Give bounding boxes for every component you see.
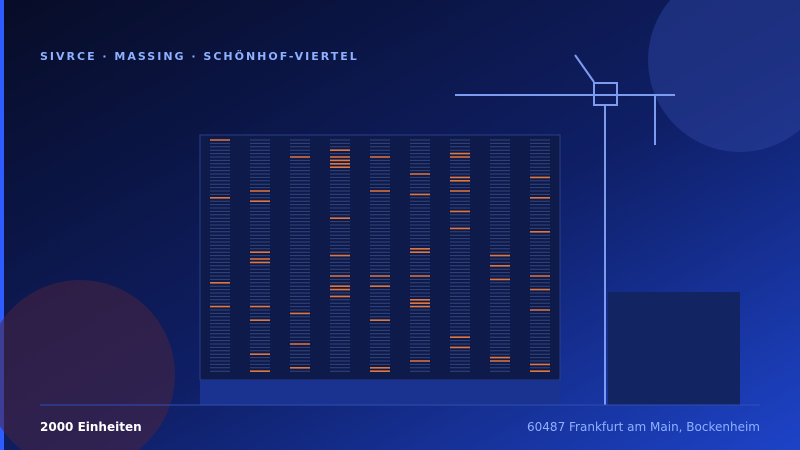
crane-cab (593, 82, 618, 106)
crane (455, 54, 675, 405)
building-body (199, 134, 561, 381)
decor-circle (0, 280, 175, 450)
accent-stripe (0, 0, 4, 450)
crane-brace (574, 54, 595, 83)
address: 60487 Frankfurt am Main, Bockenheim (527, 420, 760, 434)
units-label: 2000 Einheiten (40, 420, 142, 434)
building (199, 134, 561, 405)
decor-circle (648, 0, 800, 152)
side-block (608, 292, 740, 405)
header-title: SIVRCE · MASSING · SCHÖNHOF-VIERTEL (40, 49, 359, 63)
building-base (200, 380, 560, 405)
